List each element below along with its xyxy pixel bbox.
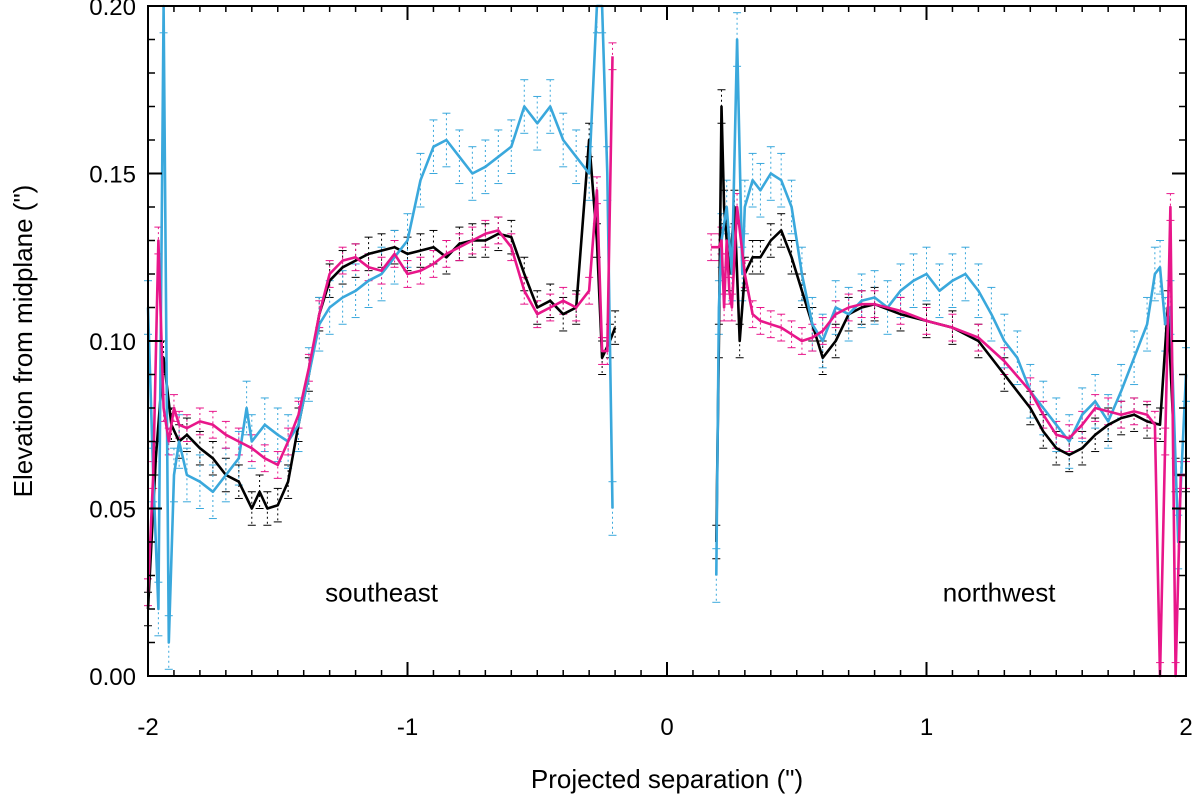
series-line-magenta: [146, 56, 614, 593]
series-line-black: [715, 105, 1186, 543]
x-tick-label: 2: [1179, 714, 1192, 741]
y-tick-label: 0.20: [89, 0, 136, 21]
series-line-black: [146, 138, 617, 610]
error-bars: [144, 5, 1190, 677]
x-axis-title: Projected separation ("): [531, 764, 803, 794]
y-tick-label: 0.05: [89, 497, 136, 524]
y-tick-label: 0.10: [89, 329, 136, 356]
x-tick-label: 0: [660, 714, 673, 741]
x-tick-label: 1: [920, 714, 933, 741]
x-tick-label: -2: [137, 714, 158, 741]
y-tick-label: 0.00: [89, 664, 136, 691]
x-tick-label: -1: [397, 714, 418, 741]
annotation-southeast: southeast: [325, 577, 439, 607]
annotation-northwest: northwest: [943, 577, 1056, 607]
plot-frame: [147, 5, 1187, 677]
series-line-magenta: [711, 205, 1186, 678]
y-axis-title: Elevation from midplane ("): [8, 185, 38, 498]
series-line-blue: [146, 4, 614, 644]
axis-ticks: -2 -1 0 1 2 0.00 0.05 0.10 0.15 0.20: [89, 0, 1192, 741]
y-tick-label: 0.15: [89, 162, 136, 189]
series-line-blue: [715, 38, 1188, 576]
series-lines: [146, 4, 1188, 678]
